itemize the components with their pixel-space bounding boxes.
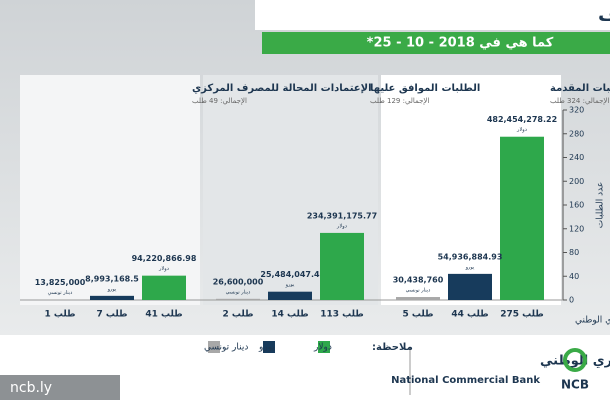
currency-label: يورو — [107, 286, 117, 292]
currency-label: دينار تونسي — [406, 288, 431, 294]
count-label: 5 طلب — [402, 310, 433, 320]
count-label: 41 طلب — [145, 310, 182, 320]
count-label: 1 طلب — [44, 310, 75, 320]
logo: NCB — [561, 378, 589, 392]
legend-label: يورو — [258, 343, 275, 353]
count-label: 113 طلب — [320, 310, 364, 320]
panel-title: الطلبات الموافق عليها — [370, 83, 480, 94]
panel-title: الطلبات المقدمة — [550, 83, 610, 94]
amount-label: 30,438,760 — [393, 276, 444, 285]
y-tick-label: 40 — [569, 272, 579, 281]
panel-total: الإجمالي: 49 طلب — [192, 97, 247, 105]
y-tick-label: 160 — [569, 201, 584, 210]
y-axis-label: عدد الطلبات — [596, 182, 606, 229]
panel — [20, 75, 200, 305]
currency-label: يورو — [285, 282, 295, 288]
count-label: 14 طلب — [271, 310, 308, 320]
title-box — [255, 0, 610, 30]
bar — [38, 299, 82, 300]
subtitle: كما هي في 2018 - 10 - 25* — [367, 36, 554, 51]
legend-swatch — [263, 341, 275, 353]
panel-total: الإجمالي: 324 طلب — [550, 97, 609, 105]
currency-label: دينار تونسي — [48, 290, 73, 296]
y-tick-label: 240 — [569, 153, 584, 162]
amount-label: 482,454,278.22 — [487, 115, 557, 124]
amount-label: 94,220,866.98 — [132, 254, 197, 263]
amount-label: 26,600,000 — [213, 277, 264, 286]
site: ncb.ly — [10, 380, 52, 396]
bar — [500, 136, 544, 300]
legend-swatch — [318, 341, 330, 353]
amount-label: 8,993,168.5 — [85, 274, 139, 283]
title: بيان بالاعتمادات المستندية بالمصرف — [598, 4, 610, 26]
logo-icon — [563, 348, 587, 372]
amount-label: 54,936,884.93 — [438, 252, 503, 261]
legend-label: دينار تونسي — [204, 343, 248, 353]
bank-en: National Commercial Bank — [391, 375, 540, 386]
bar — [396, 297, 440, 300]
y-tick-label: 320 — [569, 106, 584, 115]
count-label: 44 طلب — [451, 310, 488, 320]
amount-label: 234,391,175.77 — [307, 211, 377, 220]
legend-swatch — [208, 341, 220, 353]
bank-ar: المصرف التجاري الوطني — [540, 354, 610, 369]
count-label: 275 طلب — [500, 310, 544, 320]
currency-label: دولار — [336, 223, 347, 229]
currency-label: دولار — [516, 127, 527, 133]
subtitle-box — [262, 32, 610, 54]
y-tick-label: 280 — [569, 129, 584, 138]
y-tick-label: 0 — [569, 296, 574, 305]
bar — [142, 275, 186, 300]
count-label: 7 طلب — [96, 310, 127, 320]
currency-label: دولار — [158, 266, 169, 272]
y-tick-label: 200 — [569, 177, 584, 186]
bar — [320, 232, 364, 300]
currency-label: يورو — [465, 264, 475, 270]
bar — [90, 295, 134, 300]
bar — [448, 273, 492, 300]
currency-label: دينار تونسي — [226, 289, 251, 295]
legend-title: ملاحظة: — [372, 342, 413, 353]
y-tick-label: 80 — [569, 248, 579, 257]
bar — [268, 291, 312, 300]
amount-label: 25,484,047.4 — [260, 270, 320, 279]
panel-total: الإجمالي: 129 طلب — [370, 97, 429, 105]
bar — [216, 298, 260, 300]
legend-label: دولار — [313, 343, 332, 353]
count-label: 2 طلب — [222, 310, 253, 320]
note: *احصائيات مقدمة من قبل المصرف التجاري ال… — [575, 316, 610, 326]
panel-title: الإعتمادات المحالة للمصرف المركزي — [192, 83, 372, 94]
y-tick-label: 120 — [569, 224, 584, 233]
site-box — [0, 375, 120, 400]
amount-label: 13,825,000 — [35, 278, 86, 287]
